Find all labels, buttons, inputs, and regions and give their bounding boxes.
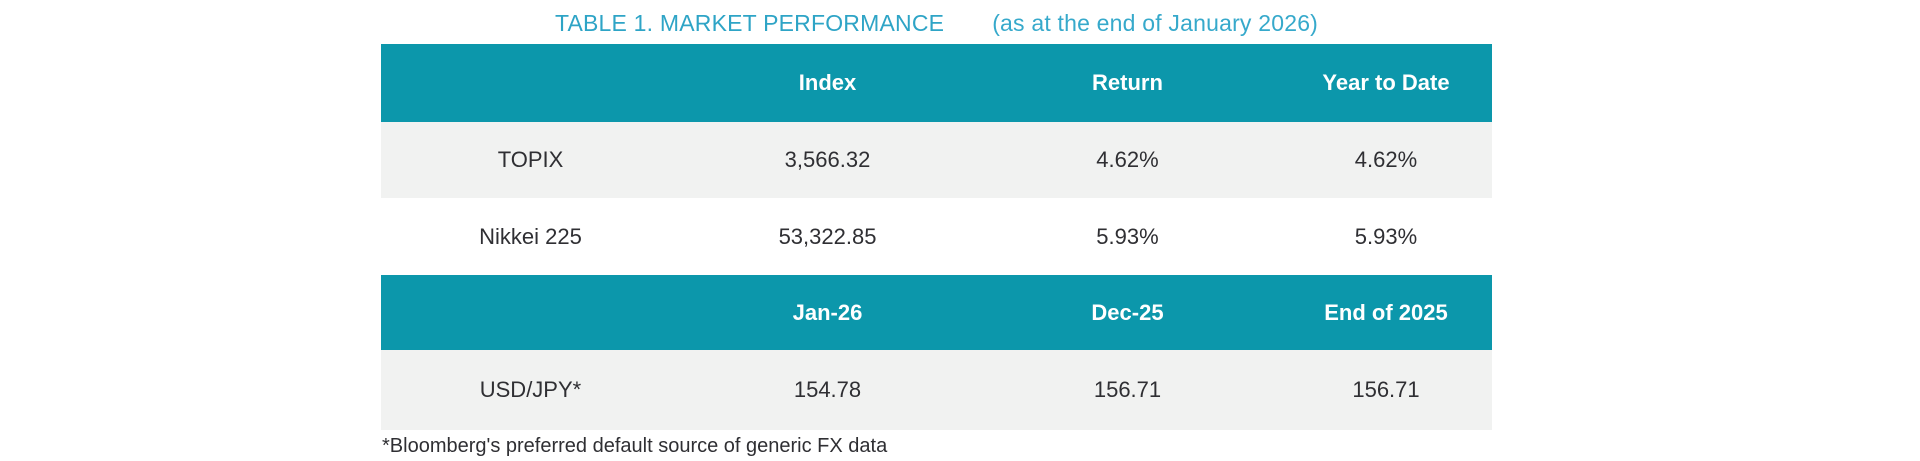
- market-header-blank: [381, 44, 680, 122]
- fx-header-end-of-2025: End of 2025: [1324, 299, 1448, 325]
- market-header-year-to-date: Year to Date: [1322, 70, 1450, 95]
- fx-header-jan-26: Jan-26: [792, 299, 863, 325]
- table-row-topix: TOPIX 3,566.32 4.62% 4.62%: [381, 122, 1492, 198]
- usdjpy-jan-26-value: 154.78: [793, 377, 862, 402]
- table-title: TABLE 1. MARKET PERFORMANCE (as at the e…: [381, 10, 1492, 37]
- usdjpy-dec-25-value: 156.71: [1093, 377, 1162, 402]
- usdjpy-end-of-2025-value: 156.71: [1352, 377, 1420, 402]
- market-header-return: Return: [1092, 70, 1163, 95]
- fx-table-header-row: Jan-26 Dec-25 End of 2025: [381, 275, 1492, 350]
- table-row-usdjpy: USD/JPY* 154.78 156.71 156.71: [381, 350, 1492, 430]
- nikkei-index-value: 53,322.85: [778, 223, 877, 249]
- market-table-header-row: Index Return Year to Date: [381, 44, 1492, 122]
- market-header-index: Index: [798, 70, 857, 95]
- topix-ytd-value: 4.62%: [1354, 147, 1418, 172]
- footnote: *Bloomberg's preferred default source of…: [382, 435, 888, 457]
- fx-header-dec-25: Dec-25: [1091, 299, 1164, 325]
- topix-return-value: 4.62%: [1096, 147, 1159, 172]
- nikkei-ytd-value: 5.93%: [1354, 223, 1418, 249]
- row-label-topix: TOPIX: [497, 147, 564, 172]
- table-title-subtitle: (as at the end of January 2026): [992, 10, 1319, 36]
- table-title-main: TABLE 1. MARKET PERFORMANCE: [554, 10, 945, 36]
- nikkei-return-value: 5.93%: [1096, 223, 1159, 249]
- table-row-nikkei: Nikkei 225 53,322.85 5.93% 5.93%: [381, 198, 1492, 275]
- topix-index-value: 3,566.32: [784, 147, 871, 172]
- row-label-nikkei: Nikkei 225: [479, 223, 582, 249]
- row-label-usdjpy: USD/JPY*: [479, 377, 582, 402]
- market-performance-table: Index Return Year to Date TOPIX 3,566.32…: [381, 44, 1492, 458]
- fx-header-blank: [381, 275, 680, 350]
